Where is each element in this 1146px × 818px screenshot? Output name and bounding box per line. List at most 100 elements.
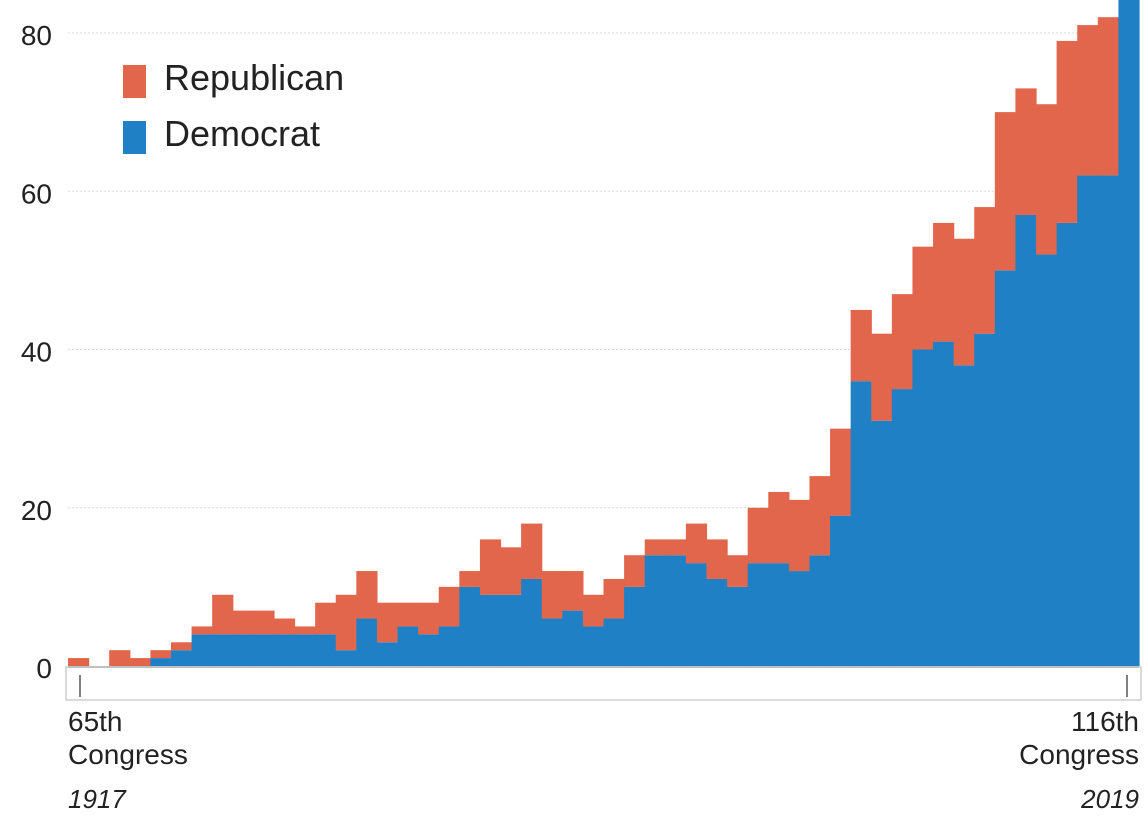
bar-republican-107th (933, 222, 955, 342)
bar-democrat-106th (912, 349, 934, 666)
bar-republican-109th (974, 207, 996, 334)
bar-democrat-94th (665, 555, 687, 666)
bar-republican-75th (273, 618, 296, 635)
bar-democrat-96th (706, 578, 728, 666)
x-end-number: 116th (1071, 706, 1139, 737)
bar-democrat-74th (253, 634, 275, 666)
bar-democrat-86th (500, 594, 522, 666)
bar-democrat-80th (376, 642, 399, 666)
bar-republican-95th (685, 523, 708, 564)
bar-republican-71st (191, 626, 213, 635)
bar-republican-87th (521, 523, 543, 579)
legend: Republican Democrat (123, 57, 344, 154)
bar-republican-90th (582, 594, 605, 627)
bar-democrat-84th (459, 586, 481, 666)
bar-democrat-87th (521, 578, 543, 666)
bar-republican-65th (68, 658, 90, 666)
bar-democrat-73rd (232, 634, 254, 666)
bar-republican-67th (109, 650, 131, 666)
bar-republican-100th (788, 499, 811, 572)
legend-swatch-democrat (123, 121, 146, 154)
bar-democrat-83rd (438, 626, 460, 666)
bar-democrat-82nd (418, 634, 440, 666)
bar-democrat-93rd (644, 555, 666, 666)
legend-label-republican: Republican (164, 57, 344, 98)
x-axis-band (65, 666, 1142, 701)
bars (68, 0, 1140, 667)
bar-republican-103rd (850, 309, 872, 382)
bar-democrat-108th (953, 365, 975, 666)
bar-democrat-109th (974, 333, 996, 666)
axes: 0 20 40 60 80 (21, 20, 1142, 701)
bar-republican-93rd (644, 539, 666, 556)
bar-democrat-95th (685, 563, 708, 666)
y-tick-label-80: 80 (21, 20, 52, 51)
bar-republican-77th (315, 602, 337, 635)
bar-democrat-111th (1015, 214, 1037, 667)
x-start-word: Congress (68, 739, 188, 770)
bar-democrat-70th (170, 650, 193, 666)
bar-republican-91st (603, 578, 625, 619)
bar-democrat-107th (933, 341, 955, 666)
bar-republican-74th (253, 610, 275, 635)
bar-republican-108th (953, 238, 975, 366)
bar-democrat-77th (315, 634, 337, 666)
bar-democrat-98th (747, 563, 769, 666)
bar-democrat-75th (273, 634, 296, 666)
y-tick-label-40: 40 (21, 337, 52, 368)
bar-republican-85th (479, 539, 502, 595)
legend-swatch-republican (123, 65, 146, 98)
bar-republican-70th (170, 642, 193, 651)
bar-republican-110th (994, 112, 1017, 271)
x-start-number: 65th (68, 706, 123, 737)
bar-republican-68th (129, 658, 151, 666)
bar-republican-81st (397, 602, 419, 627)
bar-republican-72nd (212, 594, 234, 635)
bar-republican-105th (891, 294, 914, 390)
legend-label-democrat: Democrat (164, 113, 320, 154)
bar-democrat-78th (335, 650, 357, 666)
bar-democrat-110th (994, 270, 1017, 666)
bar-democrat-102nd (830, 515, 852, 666)
bar-republican-80th (376, 602, 399, 643)
bar-democrat-79th (356, 618, 378, 666)
x-start-year: 1917 (68, 784, 127, 813)
bar-republican-97th (727, 555, 749, 587)
bar-democrat-113th (1056, 222, 1078, 666)
bar-republican-106th (912, 246, 934, 350)
bar-democrat-97th (727, 586, 749, 666)
bar-republican-114th (1077, 25, 1099, 176)
bar-democrat-92nd (624, 586, 646, 666)
bar-republican-84th (459, 571, 481, 587)
bar-democrat-90th (582, 626, 605, 666)
bar-republican-113th (1056, 40, 1078, 223)
y-tick-label-0: 0 (36, 653, 52, 684)
x-end-year: 2019 (1080, 784, 1139, 813)
bar-republican-111th (1015, 88, 1037, 215)
bar-democrat-116th (1118, 0, 1140, 666)
bar-democrat-99th (768, 563, 790, 666)
bar-democrat-91st (603, 618, 625, 666)
bar-democrat-103rd (850, 381, 872, 666)
bar-republican-73rd (232, 610, 254, 635)
bar-republican-98th (747, 507, 769, 564)
bar-democrat-85th (479, 594, 502, 666)
x-end-word: Congress (1019, 739, 1139, 770)
bar-democrat-76th (294, 634, 316, 666)
bar-democrat-88th (541, 618, 563, 666)
bar-republican-112th (1036, 104, 1058, 255)
bar-democrat-69th (150, 658, 172, 666)
bar-democrat-101st (809, 555, 831, 666)
bar-republican-82nd (418, 602, 440, 635)
bar-democrat-104th (871, 420, 893, 666)
bar-democrat-100th (788, 571, 811, 666)
bar-democrat-115th (1097, 175, 1120, 667)
bar-democrat-72nd (212, 634, 234, 666)
bar-democrat-81st (397, 626, 419, 666)
bar-republican-102nd (830, 428, 852, 516)
y-tick-label-20: 20 (21, 495, 52, 526)
bar-republican-94th (665, 539, 687, 556)
bar-republican-99th (768, 491, 790, 564)
